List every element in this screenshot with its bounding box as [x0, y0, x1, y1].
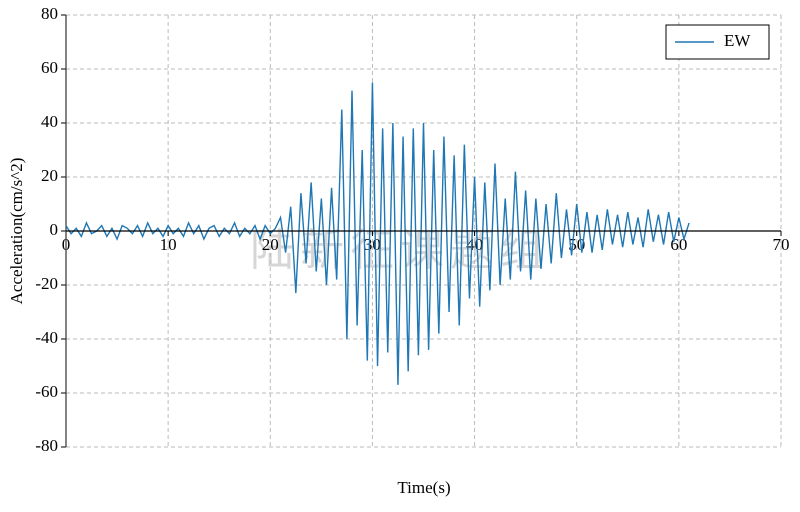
y-tick-label: 20: [41, 166, 58, 185]
data-line: [65, 82, 690, 385]
x-tick-label: 20: [262, 235, 279, 254]
y-axis-label: Acceleration(cm/s^2): [7, 158, 26, 305]
y-tick-label: -60: [35, 382, 58, 401]
x-tick-label: 30: [364, 235, 381, 254]
y-tick-label: 80: [41, 4, 58, 23]
x-tick-label: 10: [160, 235, 177, 254]
legend-label: EW: [724, 31, 751, 50]
y-tick-label: 60: [41, 58, 58, 77]
x-tick-label: 70: [773, 235, 790, 254]
y-tick-label: -40: [35, 328, 58, 347]
y-tick-label: 0: [50, 220, 59, 239]
legend-box: [665, 24, 770, 60]
y-tick-label: 40: [41, 112, 58, 131]
x-axis-label: Time(s): [397, 478, 450, 497]
x-tick-label: 40: [466, 235, 483, 254]
y-tick-label: -80: [35, 436, 58, 455]
y-tick-label: -20: [35, 274, 58, 293]
